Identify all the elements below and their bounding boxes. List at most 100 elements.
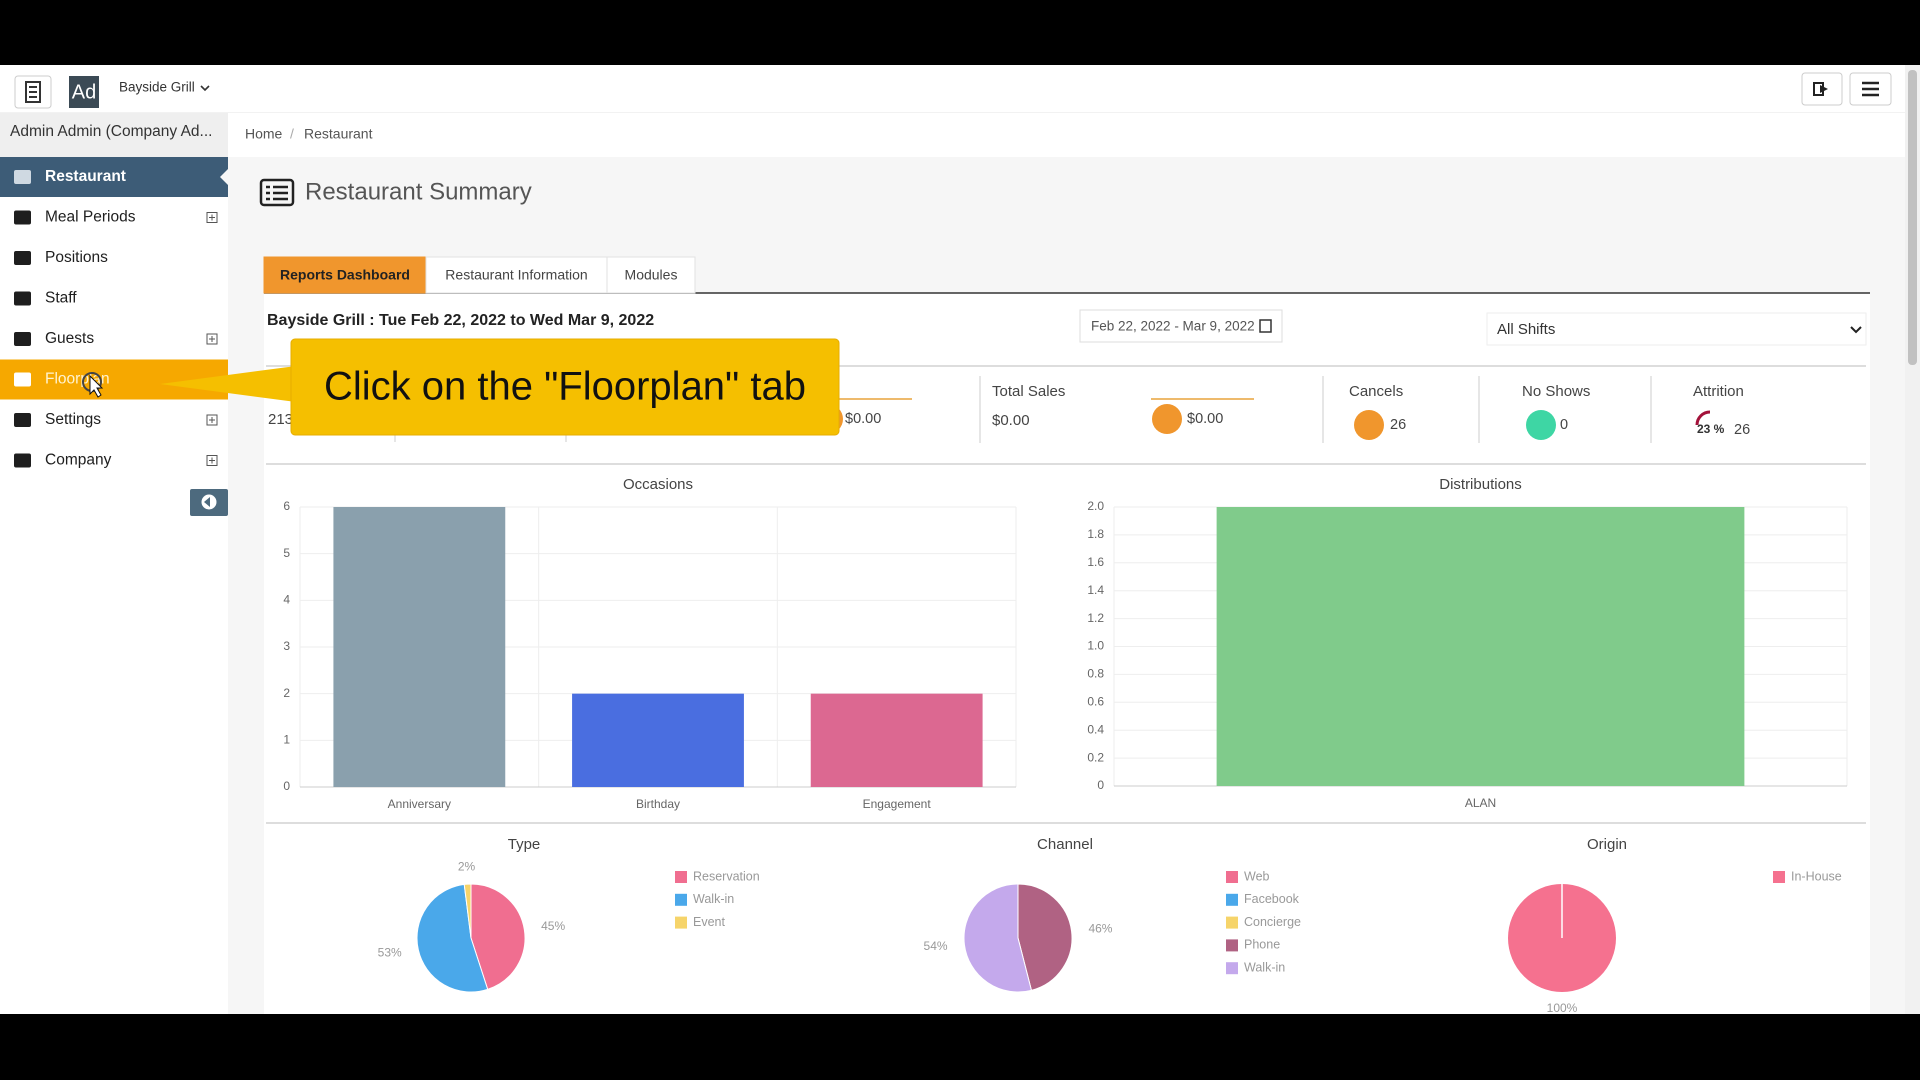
legend-label: Walk-in [1244,960,1285,974]
nav-icon [14,453,31,468]
breadcrumb-separator: / [290,126,294,142]
avatar-text: Ad [72,81,96,103]
user-row [0,113,228,157]
attrition-percent: 23 % [1697,422,1725,436]
shift-value[interactable]: All Shifts [1497,321,1555,338]
x-tick-label: ALAN [1465,796,1496,810]
date-picker[interactable] [1079,309,1283,343]
bar [1216,507,1745,786]
nav-item[interactable]: Restaurant [45,168,126,185]
stat-value: 213 [268,411,293,428]
pie-value-label: 46% [1088,921,1112,935]
avatar-box[interactable] [69,76,99,108]
x-tick-label: Anniversary [388,797,451,811]
legend-swatch [675,871,687,883]
nav-expand-plus [209,417,215,423]
pie-value-label: 2% [458,859,476,873]
scrollbar-thumb[interactable] [1908,70,1917,365]
page-title: Restaurant Summary [305,178,532,205]
stat-trend: $0.00 [845,411,881,427]
tab-label[interactable]: Modules [625,267,678,283]
x-tick-label: Birthday [636,797,680,811]
app-icon[interactable] [14,75,52,109]
nav-item[interactable]: Company [45,452,112,469]
tab-label[interactable]: Restaurant Information [445,267,587,283]
legend-label: Concierge [1244,915,1301,929]
pie-value-label: 54% [924,939,948,953]
stat-value: 26 [1390,417,1406,433]
callout-box [290,338,840,436]
stat-trend: $0.00 [1187,411,1223,427]
y-tick-label: 6 [283,499,290,513]
nav-expand-plus [209,457,215,464]
shift-select[interactable] [1486,312,1867,346]
collapse-button[interactable] [190,489,228,516]
chart-title: Origin [1587,836,1627,853]
breadcrumb-item[interactable]: Home [245,126,283,142]
tab[interactable] [606,256,696,294]
y-tick-label: 1 [283,733,290,747]
logout-button[interactable] [1801,72,1843,106]
stat-value: 26 [1734,422,1750,438]
nav-expand [206,333,218,345]
breadcrumb-bar [228,113,1905,157]
pie-value-label: 53% [378,946,402,960]
nav-item[interactable]: Staff [45,290,77,307]
location-caret [200,85,210,92]
legend-swatch [1226,962,1238,975]
user-name: Admin Admin (Company Ad... [10,123,212,140]
nav-icon [14,291,31,306]
nav-icon [14,210,31,225]
pie-slice [963,883,1033,993]
no-shows-dot [1526,410,1556,440]
legend-swatch [1773,871,1785,883]
select-caret [1850,326,1862,334]
legend-label: Walk-in [693,892,734,906]
menu-button[interactable] [1849,72,1892,106]
tab[interactable] [263,256,427,294]
nav-item[interactable]: Meal Periods [45,209,136,226]
pie-slice [463,883,472,939]
nav-item[interactable]: Settings [45,411,101,428]
calendar-icon [1259,319,1272,333]
y-tick-label: 1.0 [1087,639,1104,653]
bar [572,693,744,787]
nav-icon [14,332,31,346]
nav-expand [206,414,218,426]
sidebar [0,113,228,1014]
legend-label: Event [693,915,725,929]
date-range[interactable]: Feb 22, 2022 - Mar 9, 2022 [1091,319,1255,334]
legend-label: Reservation [693,869,760,883]
nav-icon [14,413,31,427]
stat-label: No Shows [1522,383,1590,400]
y-tick-label: 0 [1097,778,1104,792]
location-select[interactable]: Bayside Grill [119,80,195,95]
nav-icon [14,251,31,265]
nav-icon [14,372,31,387]
y-tick-label: 4 [283,593,290,607]
nav-expand [206,455,218,466]
bar [333,507,506,787]
chart-title: Channel [1037,836,1093,853]
legend-swatch [1226,916,1238,929]
y-tick-label: 0.6 [1087,694,1104,708]
legend-label: Web [1244,869,1270,883]
tab[interactable] [425,256,608,294]
nav-item[interactable]: Positions [45,249,108,266]
letterbox-top [0,0,1920,65]
content: Ad Bayside Grill Admin Admin (Company Ad..… [0,80,1867,1015]
cancels-dot [1354,410,1384,440]
breadcrumb-item: Restaurant [304,126,373,142]
callout-arrow [160,366,296,402]
y-tick-label: 2 [283,686,290,700]
nav-highlight-bg [0,359,228,400]
tab-label[interactable]: Reports Dashboard [280,267,410,283]
y-tick-label: 3 [283,639,290,653]
y-tick-label: 0.8 [1087,667,1104,681]
chart-title: Distributions [1439,476,1522,493]
nav-item[interactable]: Guests [45,330,94,347]
nav-expand [206,212,218,223]
y-tick-label: 1.2 [1087,611,1104,625]
